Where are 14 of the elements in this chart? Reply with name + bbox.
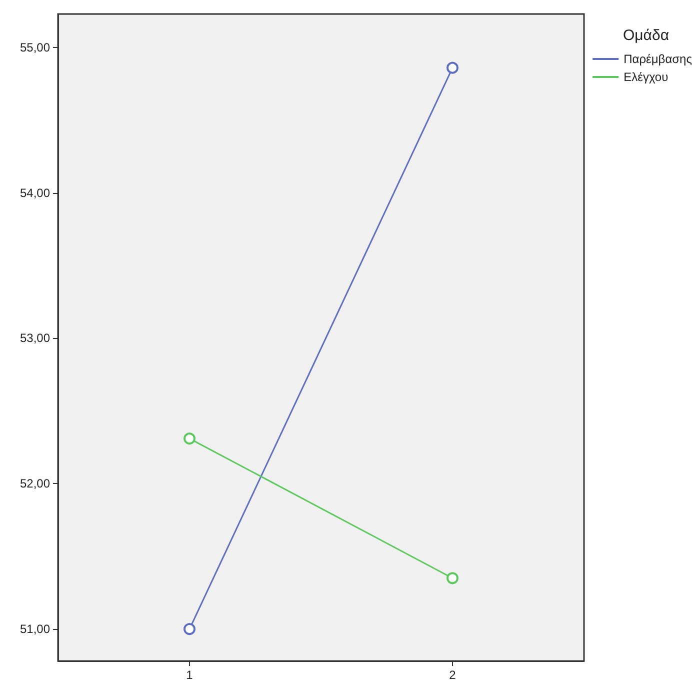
y-tick-label: 53,00: [20, 331, 50, 346]
x-tick-label: 2: [449, 668, 456, 682]
legend-label: Ελέγχου: [624, 70, 668, 84]
point: [446, 572, 458, 584]
x-tick-label: 1: [186, 668, 194, 682]
y-tick-label: 54,00: [20, 186, 50, 200]
point: [446, 62, 458, 74]
legend-label: Παρέμβασης: [624, 52, 692, 66]
point: [184, 623, 196, 636]
point: [184, 432, 196, 445]
y-tick-label: 55,00: [20, 40, 50, 54]
legend-title: Ομάδα: [622, 27, 670, 44]
y-tick-label: 51,00: [20, 622, 50, 636]
y-tick-label: 52,00: [20, 476, 50, 491]
